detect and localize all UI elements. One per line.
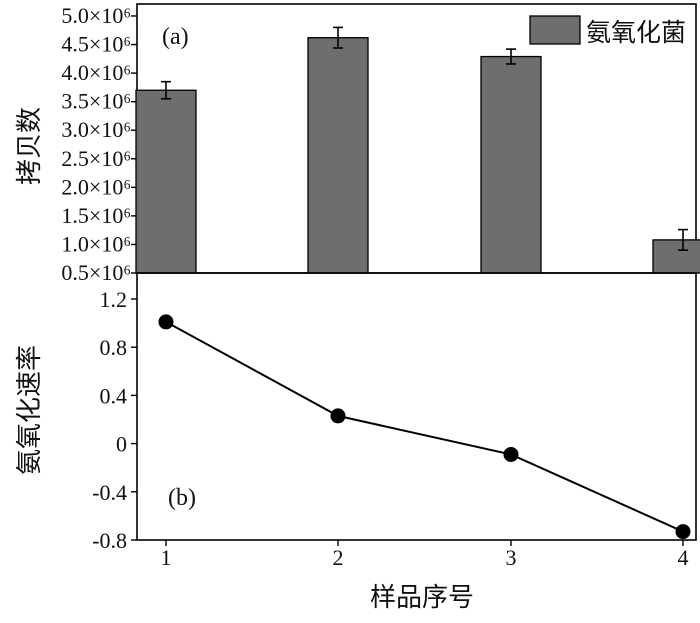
data-point-sample-1	[158, 314, 174, 330]
data-point-sample-4	[675, 524, 691, 540]
x-tick-label: 3	[506, 545, 517, 570]
panel-b-y-tick-label: 1.2	[100, 287, 128, 312]
panel-a-y-tick-label: 1.0×10⁶	[61, 231, 131, 256]
data-point-sample-2	[330, 408, 346, 424]
panel-b-line-chart: -0.8 -0.4 0 0.4 0.8 1.2 1 2 3 4	[92, 272, 697, 570]
panel-b-y-axis-title: 氨氧化速率	[15, 345, 45, 475]
panel-b-y-tick-label: 0.4	[100, 383, 128, 408]
panel-a-y-tick-label: 1.5×10⁶	[61, 203, 131, 228]
legend-swatch	[529, 15, 581, 45]
legend-label: 氨氧化菌	[586, 18, 686, 47]
panel-a-y-tick-label: 5.0×10⁶	[61, 3, 131, 28]
panel-a-y-tick-label: 2.5×10⁶	[61, 146, 131, 171]
panel-a-y-tick-label: 4.5×10⁶	[61, 32, 131, 57]
panel-a-y-tick-label: 0.5×10⁶	[61, 260, 131, 285]
panel-b-y-tick-label: -0.8	[92, 528, 127, 553]
panel-a-y-axis-title: 拷贝数	[15, 107, 45, 185]
x-tick-label: 4	[678, 545, 689, 570]
x-tick-label: 2	[333, 545, 344, 570]
panel-a-y-tick-label: 3.5×10⁶	[61, 89, 131, 114]
panel-b-frame	[136, 272, 697, 541]
rate-line	[165, 321, 684, 533]
panel-a-bar-chart: 0.5×10⁶ 1.0×10⁶ 1.5×10⁶ 2.0×10⁶ 2.5×10⁶ 3.0×1…	[61, 3, 700, 285]
bar-sample-1	[135, 89, 197, 274]
panel-a-y-tick-label: 4.0×10⁶	[61, 60, 131, 85]
panel-a-y-tick-label: 3.0×10⁶	[61, 117, 131, 142]
panel-b-y-tick-label: 0.8	[100, 335, 128, 360]
panel-b-y-tick-label: 0	[116, 432, 127, 457]
panel-b-y-tick-label: -0.4	[92, 480, 127, 505]
bar-sample-2	[307, 37, 369, 274]
bar-sample-3	[480, 55, 542, 274]
panel-a-label: (a)	[162, 24, 189, 50]
bar-sample-4	[652, 239, 700, 274]
x-axis-title: 样品序号	[370, 583, 474, 613]
panel-b-label: (b)	[168, 485, 196, 511]
x-tick-label: 1	[161, 545, 172, 570]
panel-a-y-tick-label: 2.0×10⁶	[61, 174, 131, 199]
data-point-sample-3	[503, 446, 519, 462]
